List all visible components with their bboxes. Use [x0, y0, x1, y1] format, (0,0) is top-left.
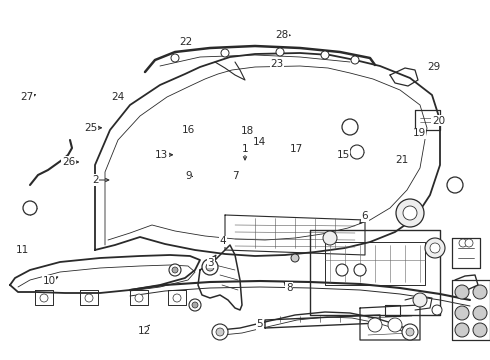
- Circle shape: [336, 264, 348, 276]
- Circle shape: [406, 328, 414, 336]
- Circle shape: [455, 306, 469, 320]
- Text: 24: 24: [111, 92, 124, 102]
- Text: 3: 3: [207, 258, 214, 268]
- Circle shape: [447, 177, 463, 193]
- Circle shape: [192, 302, 198, 308]
- Circle shape: [173, 294, 181, 302]
- Text: 19: 19: [412, 128, 426, 138]
- Circle shape: [135, 294, 143, 302]
- Text: 26: 26: [62, 157, 75, 167]
- Circle shape: [473, 323, 487, 337]
- Circle shape: [350, 145, 364, 159]
- Circle shape: [432, 305, 442, 315]
- Circle shape: [368, 318, 382, 332]
- Circle shape: [189, 299, 201, 311]
- Circle shape: [171, 54, 179, 62]
- Circle shape: [403, 206, 417, 220]
- Circle shape: [342, 119, 358, 135]
- Circle shape: [291, 254, 299, 262]
- Circle shape: [459, 239, 467, 247]
- Circle shape: [388, 318, 402, 332]
- Circle shape: [216, 328, 224, 336]
- Text: 16: 16: [182, 125, 196, 135]
- Circle shape: [206, 263, 214, 271]
- Text: 7: 7: [232, 171, 239, 181]
- Text: 21: 21: [395, 155, 409, 165]
- Text: 2: 2: [92, 175, 99, 185]
- Circle shape: [396, 199, 424, 227]
- Circle shape: [212, 324, 228, 340]
- Text: 13: 13: [155, 150, 169, 160]
- Text: 15: 15: [336, 150, 350, 160]
- Circle shape: [473, 285, 487, 299]
- Circle shape: [202, 259, 218, 275]
- Circle shape: [351, 56, 359, 64]
- Text: 10: 10: [43, 276, 55, 286]
- Text: 27: 27: [20, 92, 34, 102]
- Text: 28: 28: [275, 30, 289, 40]
- Circle shape: [321, 51, 329, 59]
- Text: 22: 22: [179, 37, 193, 48]
- Circle shape: [354, 264, 366, 276]
- Circle shape: [430, 243, 440, 253]
- Text: 17: 17: [290, 144, 303, 154]
- Circle shape: [455, 285, 469, 299]
- Text: 18: 18: [241, 126, 254, 136]
- Circle shape: [465, 239, 473, 247]
- Circle shape: [413, 293, 427, 307]
- Text: 8: 8: [286, 283, 293, 293]
- Circle shape: [23, 201, 37, 215]
- Text: 23: 23: [270, 59, 284, 69]
- Text: 9: 9: [185, 171, 192, 181]
- Text: 4: 4: [220, 236, 226, 246]
- Circle shape: [425, 238, 445, 258]
- Circle shape: [402, 324, 418, 340]
- Text: 20: 20: [432, 116, 445, 126]
- Circle shape: [455, 323, 469, 337]
- Circle shape: [276, 48, 284, 56]
- Circle shape: [221, 49, 229, 57]
- Text: 25: 25: [84, 123, 98, 133]
- Text: 12: 12: [138, 326, 151, 336]
- Circle shape: [323, 231, 337, 245]
- Circle shape: [473, 306, 487, 320]
- Text: 29: 29: [427, 62, 441, 72]
- Circle shape: [85, 294, 93, 302]
- Circle shape: [172, 267, 178, 273]
- Text: 5: 5: [256, 319, 263, 329]
- Text: 6: 6: [362, 211, 368, 221]
- Text: 14: 14: [253, 137, 267, 147]
- Circle shape: [40, 294, 48, 302]
- Text: 1: 1: [242, 144, 248, 154]
- Text: 11: 11: [15, 245, 29, 255]
- Circle shape: [169, 264, 181, 276]
